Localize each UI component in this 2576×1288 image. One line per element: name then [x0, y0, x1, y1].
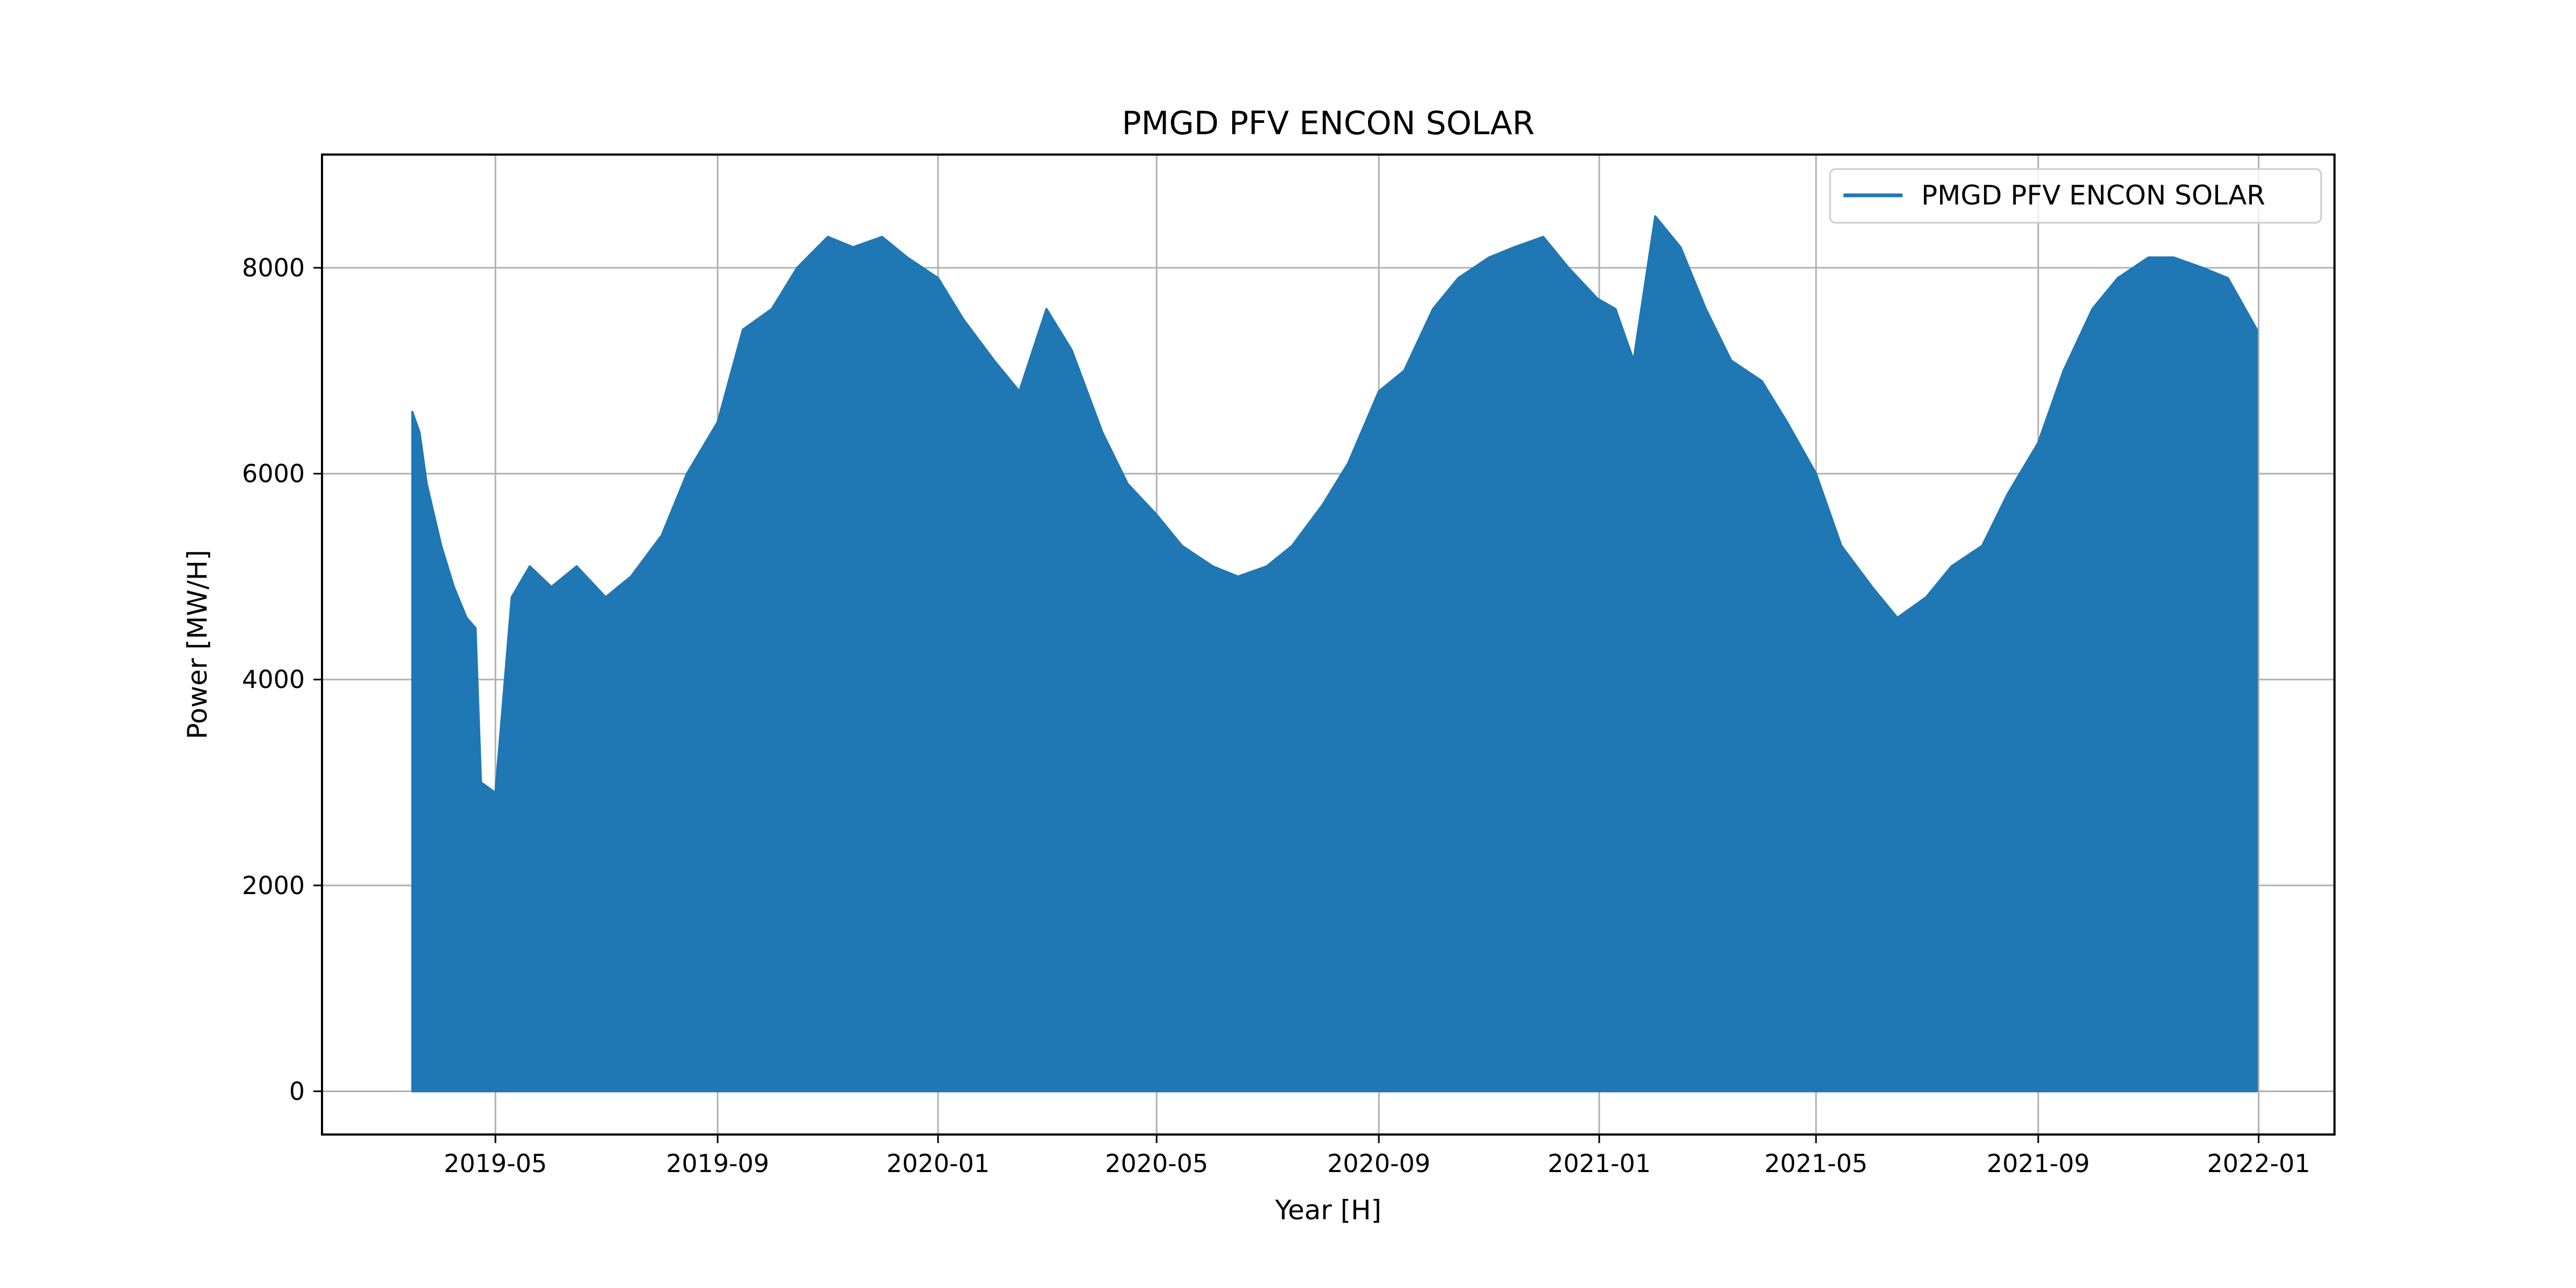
y-tick-label: 4000: [242, 665, 305, 694]
x-tick-label: 2021-01: [1548, 1149, 1651, 1178]
x-tick-label: 2022-01: [2207, 1149, 2310, 1178]
x-tick-label: 2019-09: [666, 1149, 769, 1178]
x-tick-label: 2020-01: [887, 1149, 990, 1178]
plot-frame: [321, 153, 2336, 1136]
x-tick-label: 2021-05: [1765, 1149, 1868, 1178]
x-axis-label: Year [H]: [1275, 1195, 1381, 1226]
x-tick-label: 2020-09: [1327, 1149, 1430, 1178]
y-tick-label: 8000: [242, 253, 305, 282]
x-tick-label: 2019-05: [444, 1149, 547, 1178]
x-tick-label: 2020-05: [1105, 1149, 1208, 1178]
legend: PMGD PFV ENCON SOLAR: [1829, 168, 2322, 224]
y-tick-label: 2000: [242, 871, 305, 900]
data-series-area: [411, 215, 2258, 1093]
axis-ticks: 2019-05 2019-09 2020-01 2020-05 2020-09 2021-…: [242, 253, 2310, 1178]
y-tick-label: 0: [289, 1077, 305, 1106]
legend-label: PMGD PFV ENCON SOLAR: [1921, 180, 2265, 211]
series-area-fill: [411, 215, 2258, 1093]
chart-title: PMGD PFV ENCON SOLAR: [1122, 105, 1534, 142]
x-tick-label: 2021-09: [1987, 1149, 2090, 1178]
legend-box: [1829, 168, 2322, 224]
y-tick-label: 6000: [242, 459, 305, 488]
y-axis-label: Power [MW/H]: [182, 550, 213, 739]
